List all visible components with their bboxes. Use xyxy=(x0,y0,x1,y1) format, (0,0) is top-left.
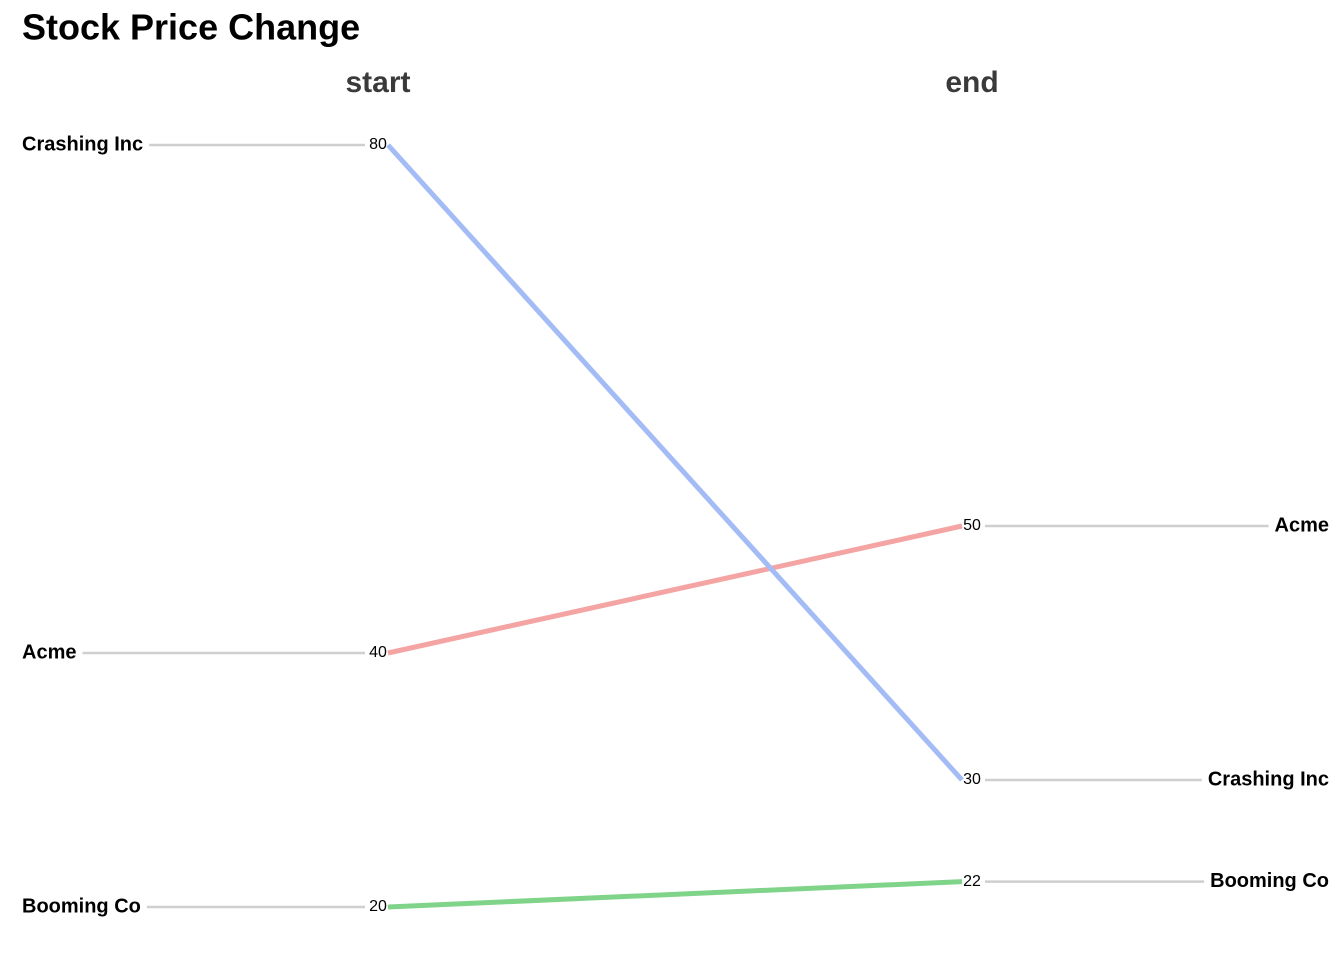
slope-line xyxy=(387,523,963,656)
chart-title: Stock Price Change xyxy=(22,7,360,48)
series-name: Booming Co xyxy=(1210,870,1329,892)
series-name: Acme xyxy=(1275,514,1329,536)
column-header: start xyxy=(345,66,410,99)
value-label: 80 xyxy=(369,136,387,153)
slope-line xyxy=(386,143,964,782)
value-label: 20 xyxy=(369,898,387,915)
series-name: Booming Co xyxy=(22,895,141,917)
series-name: Acme xyxy=(22,641,76,663)
value-label: 22 xyxy=(963,873,981,890)
slope-line xyxy=(387,879,963,910)
value-label: 30 xyxy=(963,771,981,788)
column-header: end xyxy=(945,66,998,99)
value-label: 40 xyxy=(369,644,387,661)
value-label: 50 xyxy=(963,517,981,534)
series-name: Crashing Inc xyxy=(22,133,143,155)
series-name: Crashing Inc xyxy=(1208,768,1329,790)
